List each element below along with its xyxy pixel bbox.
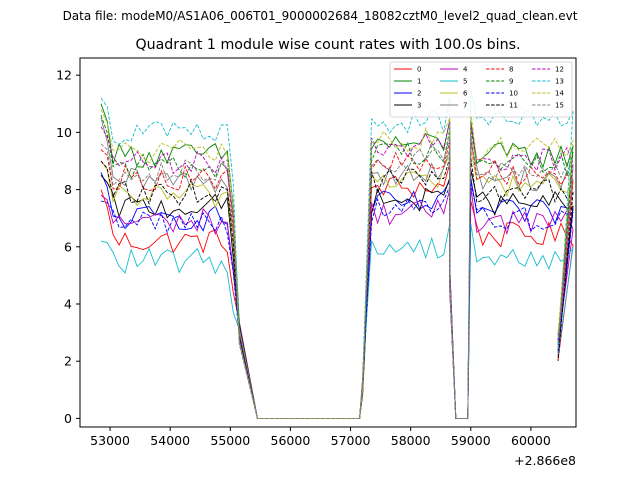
series-line-4 [100,186,574,419]
legend-label: 8 [509,66,513,74]
chart-title: Quadrant 1 module wise count rates with … [135,37,520,53]
y-tick-label: 6 [64,239,72,254]
y-tick-label: 0 [64,411,72,426]
x-tick-label: 59000 [451,433,491,448]
series-line-11 [100,157,574,419]
legend-label: 9 [509,78,513,86]
x-offset-text: +2.866e8 [514,453,576,468]
y-tick-label: 4 [64,297,72,312]
series-line-13 [100,89,574,419]
x-tick-label: 55000 [210,433,250,448]
x-tick-label: 57000 [331,433,371,448]
series-line-15 [100,135,574,419]
legend-label: 0 [417,66,421,74]
series-line-5 [100,223,574,419]
series-line-9 [100,115,574,419]
legend-label: 10 [509,90,518,98]
legend-label: 5 [463,78,467,86]
series-line-7 [100,117,574,419]
legend-label: 3 [417,102,421,110]
series-line-8 [100,138,574,419]
legend-label: 4 [463,66,468,74]
series-line-10 [100,183,574,419]
x-tick-label: 56000 [271,433,311,448]
x-tick-label: 53000 [90,433,130,448]
y-tick-label: 12 [56,68,72,83]
x-tick-label: 60000 [511,433,551,448]
legend-label: 13 [555,78,564,86]
plot-frame [79,57,577,428]
figure-suptitle: Data file: modeM0/AS1A06_006T01_90000026… [63,9,578,23]
series-line-6 [100,149,574,419]
legend-label: 14 [555,90,564,98]
legend-label: 12 [555,66,564,74]
series-line-14 [100,109,574,419]
legend-frame [389,61,573,118]
legend-label: 6 [463,90,468,98]
plot-lines [100,89,574,419]
legend-label: 15 [555,102,564,110]
y-tick-label: 8 [64,182,72,197]
y-tick-label: 2 [64,354,72,369]
y-tick-label: 10 [56,125,72,140]
x-axis: 53000 54000 55000 56000 57000 58000 59000 60000 [90,427,551,448]
legend-label: 2 [417,90,421,98]
y-axis: 0 2 4 6 8 10 12 [56,68,80,426]
legend-label: 11 [509,102,518,110]
series-line-3 [100,169,574,419]
x-tick-label: 54000 [150,433,190,448]
series-line-12 [100,120,574,419]
series-line-0 [100,163,574,419]
x-tick-label: 58000 [391,433,431,448]
legend-label: 7 [463,102,467,110]
legend-label: 1 [417,78,421,86]
